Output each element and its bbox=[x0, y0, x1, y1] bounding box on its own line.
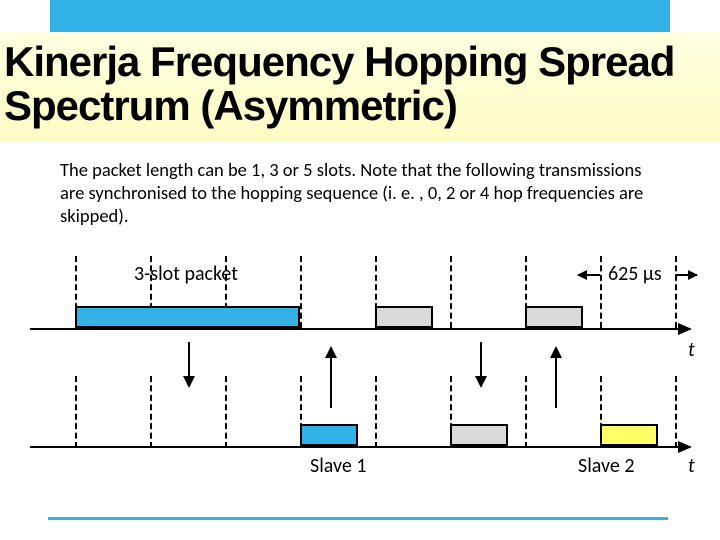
slot-duration-label: 625 µs bbox=[608, 262, 662, 286]
bottom-rule bbox=[48, 517, 668, 520]
slot-tick bbox=[150, 376, 152, 448]
slot-tick bbox=[600, 256, 602, 328]
master-packet bbox=[75, 306, 300, 328]
arrow-up-icon bbox=[555, 348, 557, 408]
master-timeline bbox=[30, 328, 690, 330]
slave-packet bbox=[300, 424, 358, 446]
dimension-arrow-left-icon bbox=[578, 274, 600, 276]
slot-tick bbox=[675, 376, 677, 448]
arrow-up-icon bbox=[330, 348, 332, 408]
accent-bar bbox=[50, 0, 670, 32]
slot-tick bbox=[450, 256, 452, 328]
slot-tick bbox=[300, 256, 302, 328]
slave1-label: Slave 1 bbox=[310, 454, 366, 478]
slot-tick bbox=[375, 376, 377, 448]
slot-tick bbox=[675, 256, 677, 328]
slave2-label: Slave 2 bbox=[578, 454, 634, 478]
title-region: Kinerja Frequency Hopping Spread Spectru… bbox=[0, 32, 720, 142]
arrow-down-icon bbox=[480, 342, 482, 386]
slot-tick bbox=[525, 376, 527, 448]
master-packet bbox=[375, 306, 433, 328]
slave-packet bbox=[450, 424, 508, 446]
time-axis-label-2: t bbox=[688, 454, 695, 478]
time-axis-label-1: t bbox=[688, 338, 695, 362]
slave-packet bbox=[600, 424, 658, 446]
body-paragraph: The packet length can be 1, 3 or 5 slots… bbox=[60, 158, 660, 227]
timing-diagram: 3-slot packet 625 µs t t Slave 1 Slave 2 bbox=[30, 256, 700, 494]
arrow-down-icon bbox=[188, 342, 190, 386]
slot-tick bbox=[225, 376, 227, 448]
page-title: Kinerja Frequency Hopping Spread Spectru… bbox=[4, 40, 716, 128]
slot-tick bbox=[75, 376, 77, 448]
dimension-arrow-right-icon bbox=[675, 274, 697, 276]
slave-timeline bbox=[30, 446, 690, 448]
master-packet bbox=[525, 306, 583, 328]
